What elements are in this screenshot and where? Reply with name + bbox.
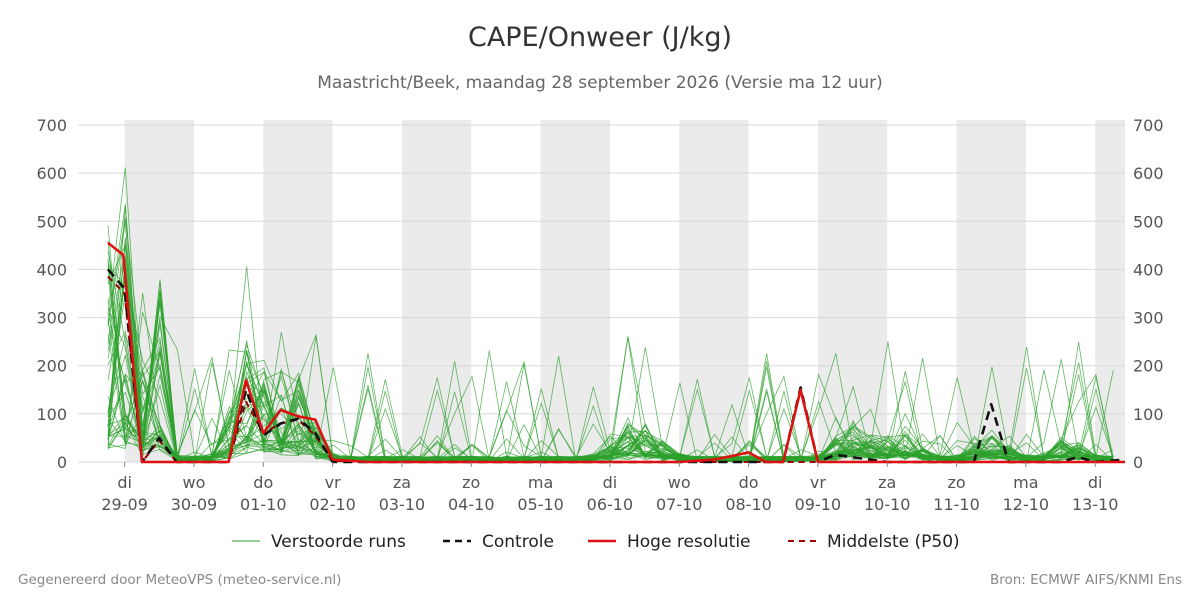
x-tick-date: 03-10 — [379, 495, 426, 514]
y-tick-label-right: 500 — [1133, 212, 1164, 231]
y-tick-label-left: 300 — [36, 309, 67, 328]
x-tick-dow: wo — [668, 473, 691, 492]
x-tick-date: 12-10 — [1003, 495, 1050, 514]
x-tick-date: 09-10 — [795, 495, 842, 514]
x-tick-dow: zo — [462, 473, 480, 492]
day-shade — [401, 120, 472, 462]
y-tick-label-right: 700 — [1133, 116, 1164, 135]
x-tick-dow: do — [253, 473, 273, 492]
day-shading — [124, 120, 1125, 462]
x-tick-date: 30-09 — [171, 495, 218, 514]
day-shade — [956, 120, 1026, 462]
ensemble-lines — [107, 167, 1114, 463]
y-tick-label-left: 100 — [36, 405, 67, 424]
x-tick-dow: ma — [528, 473, 553, 492]
footer-generated: Gegenereerd door MeteoVPS (meteo-service… — [18, 572, 342, 588]
x-tick-date: 02-10 — [309, 495, 356, 514]
legend-label-ensemble: Verstoorde runs — [271, 532, 406, 552]
x-tick-date: 06-10 — [587, 495, 634, 514]
day-shade — [124, 120, 194, 462]
series-line-hires — [107, 241, 1125, 464]
chart-subtitle: Maastricht/Beek, maandag 28 september 20… — [317, 73, 883, 93]
x-tick-date: 01-10 — [240, 495, 287, 514]
x-tick-dow: di — [603, 473, 618, 492]
x-tick-dow: vr — [810, 473, 826, 492]
ensemble-line — [107, 312, 1114, 463]
x-tick-date: 10-10 — [864, 495, 911, 514]
ensemble-line — [107, 292, 1114, 462]
x-tick-date: 29-09 — [101, 495, 148, 514]
x-tick-dow: za — [393, 473, 411, 492]
y-tick-label-right: 100 — [1133, 405, 1164, 424]
y-tick-label-left: 0 — [57, 453, 67, 472]
x-tick-dow: vr — [325, 473, 341, 492]
x-tick-dow: zo — [947, 473, 965, 492]
x-tick-date: 05-10 — [517, 495, 564, 514]
x-tick-date: 13-10 — [1072, 495, 1119, 514]
y-tick-label-right: 0 — [1133, 453, 1143, 472]
x-tick-dow: ma — [1013, 473, 1038, 492]
legend-label-median: Middelste (P50) — [827, 532, 960, 552]
x-tick-dow: do — [739, 473, 759, 492]
x-tick-dow: di — [1088, 473, 1103, 492]
y-tick-label-right: 300 — [1133, 309, 1164, 328]
x-tick-date: 04-10 — [448, 495, 495, 514]
axis-labels: 0 0 100 100 200 200 300 300 400 400 500 500 600 600 70… — [36, 116, 1163, 514]
ensemble-line — [107, 357, 1114, 463]
x-tick-date: 07-10 — [656, 495, 703, 514]
y-tick-label-right: 400 — [1133, 260, 1164, 279]
y-tick-label-right: 600 — [1133, 164, 1164, 183]
ensemble-line — [107, 299, 1114, 463]
series-line-median — [107, 275, 1125, 463]
day-shade — [817, 120, 888, 462]
ensemble-line — [107, 322, 1114, 463]
footer-source: Bron: ECMWF AIFS/KNMI Ens — [989, 572, 1182, 588]
y-tick-label-left: 200 — [36, 357, 67, 376]
x-tick-date: 08-10 — [725, 495, 772, 514]
y-tick-label-left: 400 — [36, 260, 67, 279]
x-tick-dow: di — [117, 473, 132, 492]
chart-title: CAPE/Onweer (J/kg) — [467, 22, 732, 53]
x-tick-dow: wo — [183, 473, 206, 492]
y-tick-label-left: 500 — [36, 212, 67, 231]
legend-label-hires: Hoge resolutie — [627, 532, 751, 552]
ensemble-line — [107, 376, 1114, 462]
legend-label-control: Controle — [482, 532, 554, 552]
day-shade — [679, 120, 749, 462]
y-tick-label-left: 700 — [36, 116, 67, 135]
y-tick-label-right: 200 — [1133, 357, 1164, 376]
legend: Verstoorde runs Controle Hoge resolutie Mid… — [232, 532, 960, 552]
x-tick-dow: za — [878, 473, 896, 492]
x-tick-date: 11-10 — [933, 495, 980, 514]
day-shade — [1095, 120, 1125, 462]
y-tick-label-left: 600 — [36, 164, 67, 183]
